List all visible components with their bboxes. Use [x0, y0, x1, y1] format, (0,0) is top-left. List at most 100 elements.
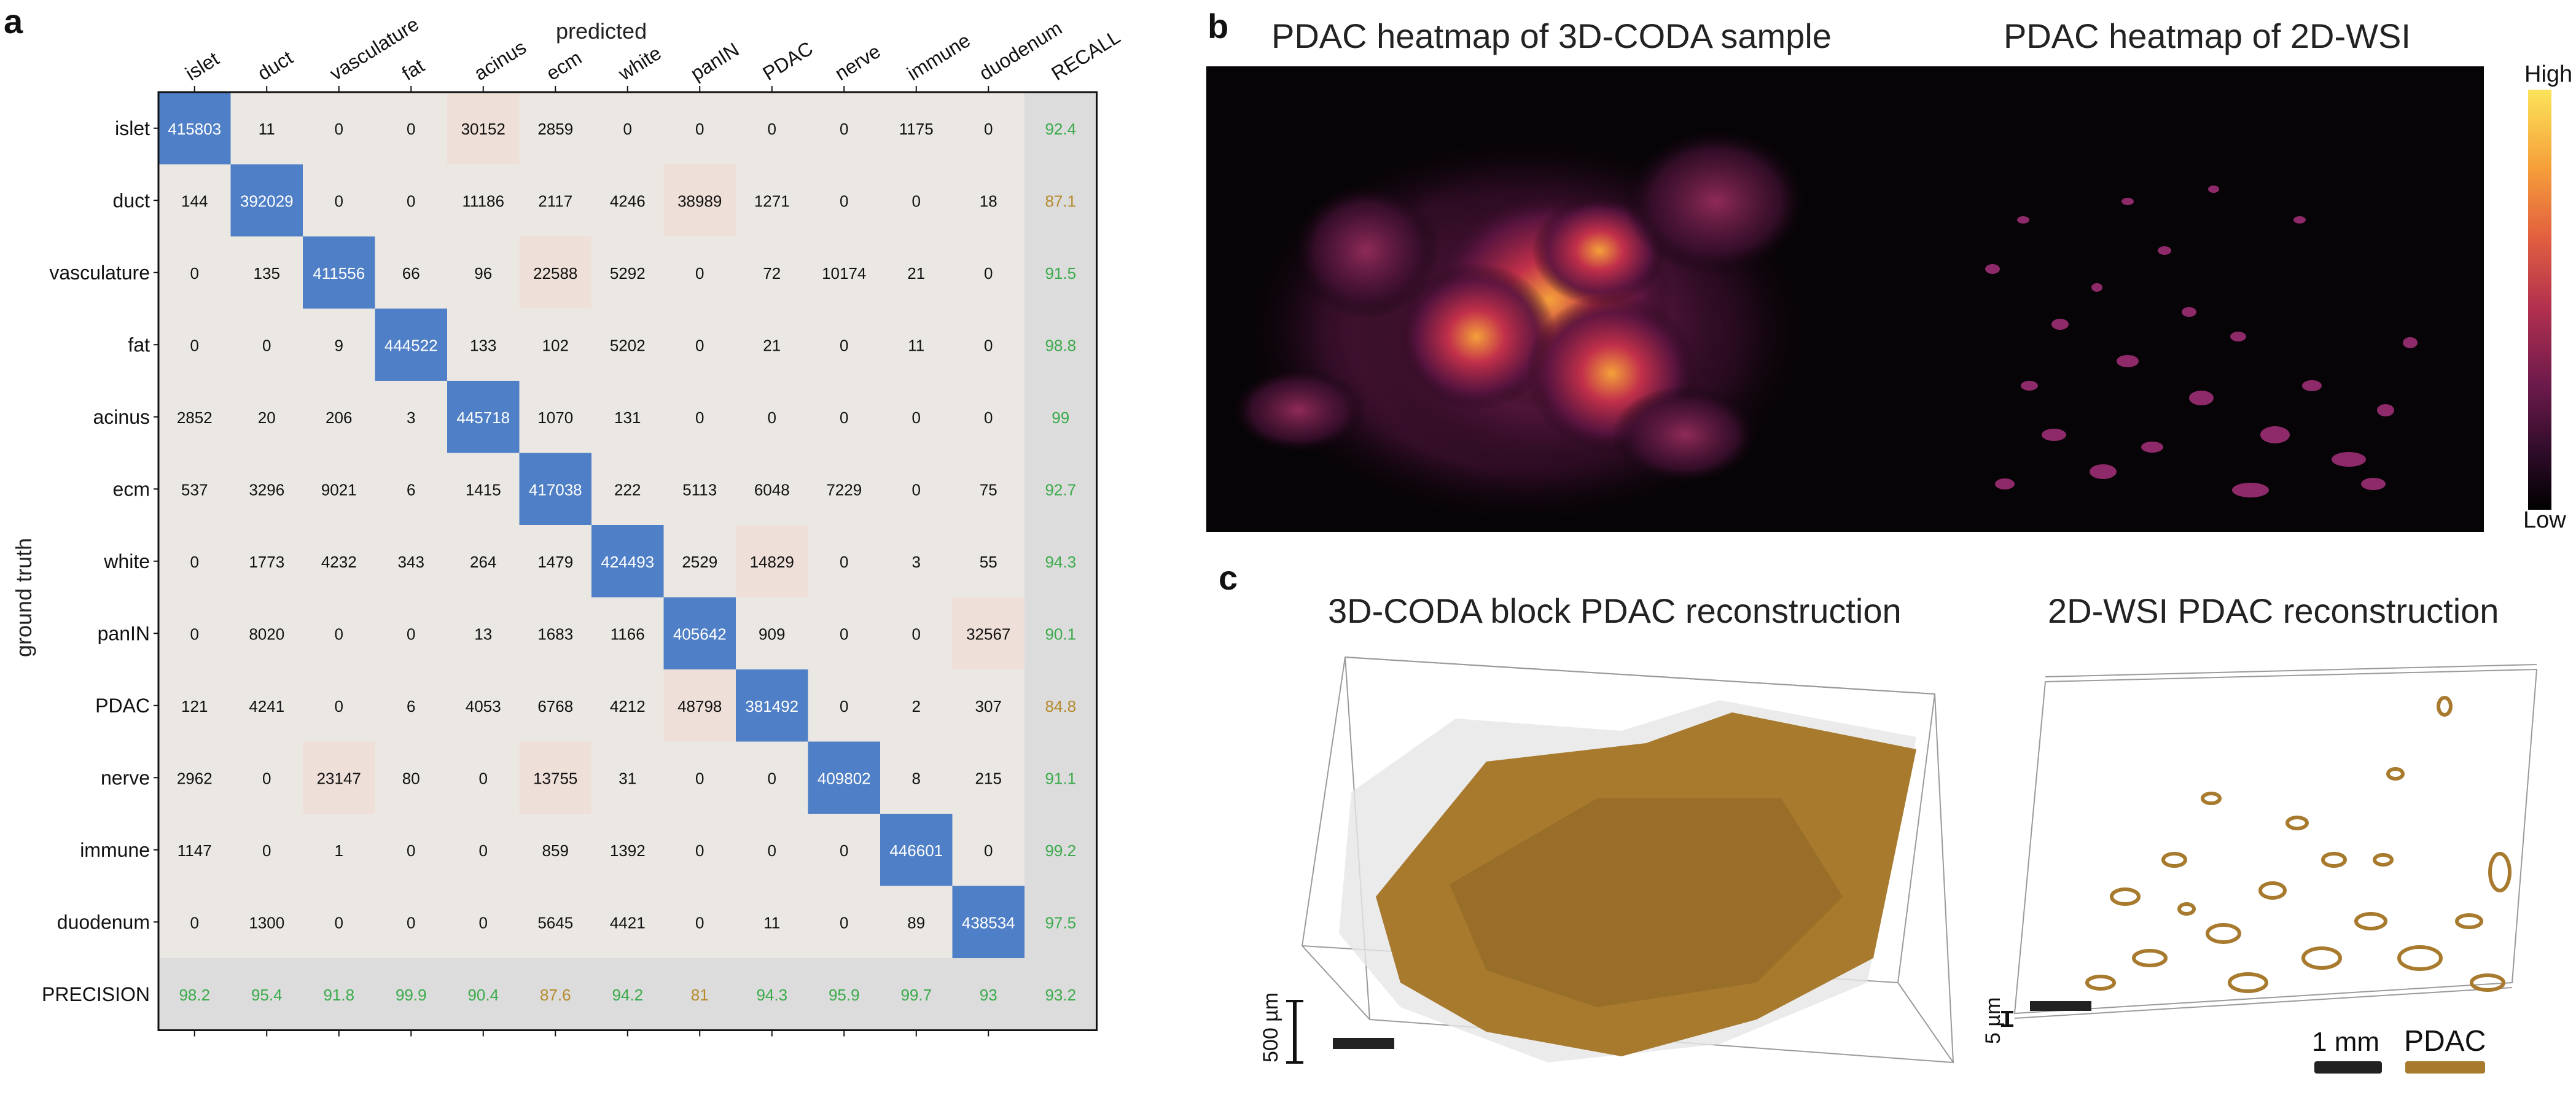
matrix-value: 215 — [975, 769, 1002, 787]
matrix-value: 0 — [407, 841, 415, 860]
matrix-value: 0 — [984, 408, 993, 427]
matrix-value: 0 — [262, 841, 271, 860]
matrix-value: 55 — [980, 553, 997, 571]
row-label: duct — [113, 189, 150, 211]
recall-value: 87.1 — [1045, 192, 1076, 210]
precision-value: 94.2 — [612, 986, 643, 1004]
matrix-value: 909 — [759, 625, 785, 643]
matrix-value: 415803 — [168, 120, 221, 138]
row-label: acinus — [93, 406, 150, 428]
confusion-matrix: 415803 11 0 0 30152 2859 0 0 0 0 1175 0 92.498.2isle… — [42, 13, 1124, 1037]
matrix-value: 3296 — [249, 480, 284, 499]
matrix-value: 0 — [984, 264, 993, 283]
precision-header: PRECISION — [42, 983, 150, 1005]
matrix-value: 0 — [695, 336, 704, 354]
matrix-value: 0 — [407, 120, 415, 138]
matrix-value: 2859 — [537, 120, 573, 138]
matrix-value: 6 — [407, 480, 415, 499]
matrix-value: 392029 — [240, 192, 294, 210]
matrix-value: 21 — [763, 336, 781, 354]
matrix-cell — [447, 92, 520, 165]
recall-value: 98.8 — [1045, 336, 1076, 354]
precision-value: 93 — [980, 986, 997, 1004]
matrix-value: 4212 — [610, 697, 646, 715]
matrix-value: 0 — [190, 625, 199, 643]
matrix-value: 206 — [326, 408, 352, 427]
scale-label-1mm: 1 mm — [2312, 1027, 2379, 1057]
matrix-value: 0 — [335, 913, 343, 932]
matrix-cell — [519, 453, 591, 525]
matrix-value: 0 — [695, 913, 704, 932]
matrix-value: 0 — [768, 120, 776, 138]
matrix-value: 75 — [980, 480, 997, 499]
matrix-value: 0 — [840, 120, 848, 138]
matrix-cell — [519, 236, 591, 309]
matrix-value: 2529 — [682, 553, 717, 571]
matrix-value: 6768 — [537, 697, 573, 715]
recall-value: 91.5 — [1045, 264, 1076, 283]
matrix-value: 38989 — [677, 192, 722, 210]
heatmap-image — [1206, 66, 2484, 532]
matrix-value: 144 — [181, 192, 208, 210]
column-label: duct — [254, 46, 297, 85]
precision-value: 99.7 — [900, 986, 932, 1004]
matrix-value: 11 — [259, 120, 275, 138]
matrix-value: 0 — [912, 192, 921, 210]
heatmap-2d-title: PDAC heatmap of 2D-WSI — [2004, 17, 2411, 55]
matrix-value: 1166 — [611, 625, 645, 643]
precision-row — [158, 958, 1097, 1031]
matrix-cell — [808, 741, 880, 814]
recall-column — [1025, 92, 1097, 1031]
matrix-value: 0 — [335, 192, 343, 210]
recall-value: 91.1 — [1045, 769, 1076, 787]
precision-value: 95.4 — [251, 986, 283, 1004]
matrix-value: 859 — [542, 841, 569, 860]
column-label: fat — [398, 54, 428, 84]
matrix-value: 0 — [912, 408, 921, 427]
matrix-value: 0 — [479, 841, 488, 860]
row-label: fat — [128, 333, 150, 356]
panel-label-c: c — [1219, 558, 1238, 597]
colorbar-low-label: Low — [2523, 507, 2566, 533]
matrix-value: 96 — [474, 264, 492, 283]
matrix-cell — [880, 814, 953, 886]
matrix-value: 135 — [254, 264, 280, 283]
matrix-value: 11 — [763, 913, 780, 932]
matrix-value: 445718 — [456, 408, 510, 427]
precision-value: 81 — [691, 986, 709, 1004]
matrix-value: 444522 — [384, 336, 438, 354]
matrix-cell — [303, 741, 375, 814]
matrix-value: 0 — [840, 408, 848, 427]
matrix-cell — [663, 164, 736, 236]
matrix-value: 2117 — [538, 192, 572, 210]
recall-value: 99.2 — [1045, 841, 1076, 860]
matrix-value: 11 — [908, 336, 924, 354]
matrix-value: 2852 — [177, 408, 213, 427]
matrix-value: 3 — [407, 408, 415, 427]
precision-value: 98.2 — [179, 986, 210, 1004]
matrix-cell — [591, 525, 664, 598]
matrix-value: 6 — [407, 697, 415, 715]
scale-label-5um: 5 µm — [1981, 997, 2005, 1044]
matrix-value: 0 — [840, 913, 848, 932]
matrix-value: 13755 — [533, 769, 577, 787]
matrix-value: 0 — [840, 625, 848, 643]
column-label: white — [614, 42, 665, 85]
legend-swatch-pdac — [2405, 1061, 2485, 1074]
column-label: islet — [181, 47, 222, 85]
matrix-value: 0 — [695, 120, 704, 138]
matrix-cell — [447, 381, 520, 453]
matrix-value: 5292 — [610, 264, 646, 283]
reconstruction-3d-title: 3D-CODA block PDAC reconstruction — [1328, 591, 1902, 630]
matrix-value: 1415 — [466, 480, 501, 499]
matrix-value: 0 — [840, 841, 848, 860]
matrix-value: 0 — [984, 120, 993, 138]
matrix-value: 6048 — [754, 480, 790, 499]
matrix-value: 0 — [912, 480, 921, 499]
matrix-value: 0 — [262, 769, 271, 787]
matrix-value: 4246 — [610, 192, 646, 210]
matrix-value: 0 — [840, 192, 848, 210]
matrix-value: 8020 — [249, 625, 284, 643]
matrix-value: 23147 — [317, 769, 361, 787]
matrix-cell — [663, 597, 736, 669]
